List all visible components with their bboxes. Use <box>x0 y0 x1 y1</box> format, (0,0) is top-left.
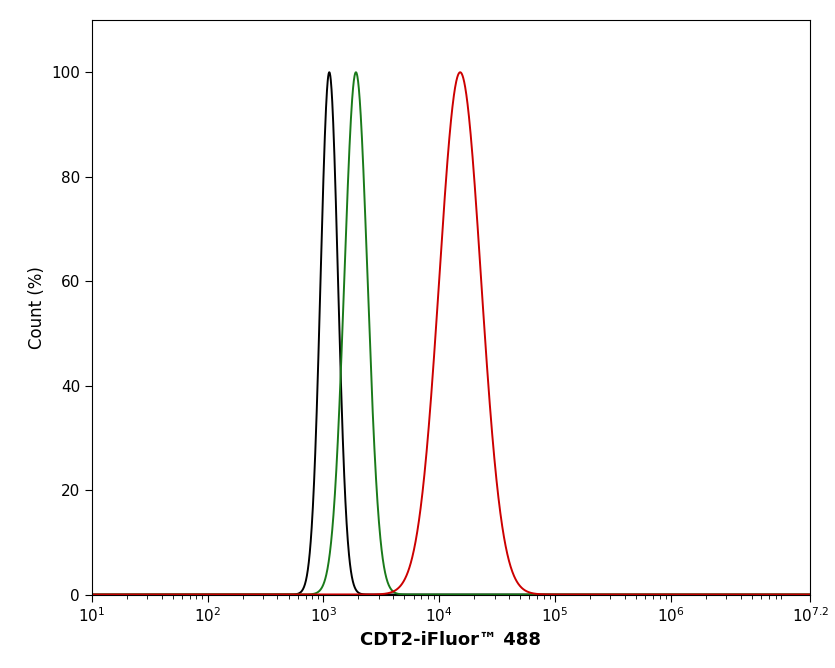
X-axis label: CDT2-iFluor™ 488: CDT2-iFluor™ 488 <box>361 631 541 649</box>
Y-axis label: Count (%): Count (%) <box>28 266 46 349</box>
